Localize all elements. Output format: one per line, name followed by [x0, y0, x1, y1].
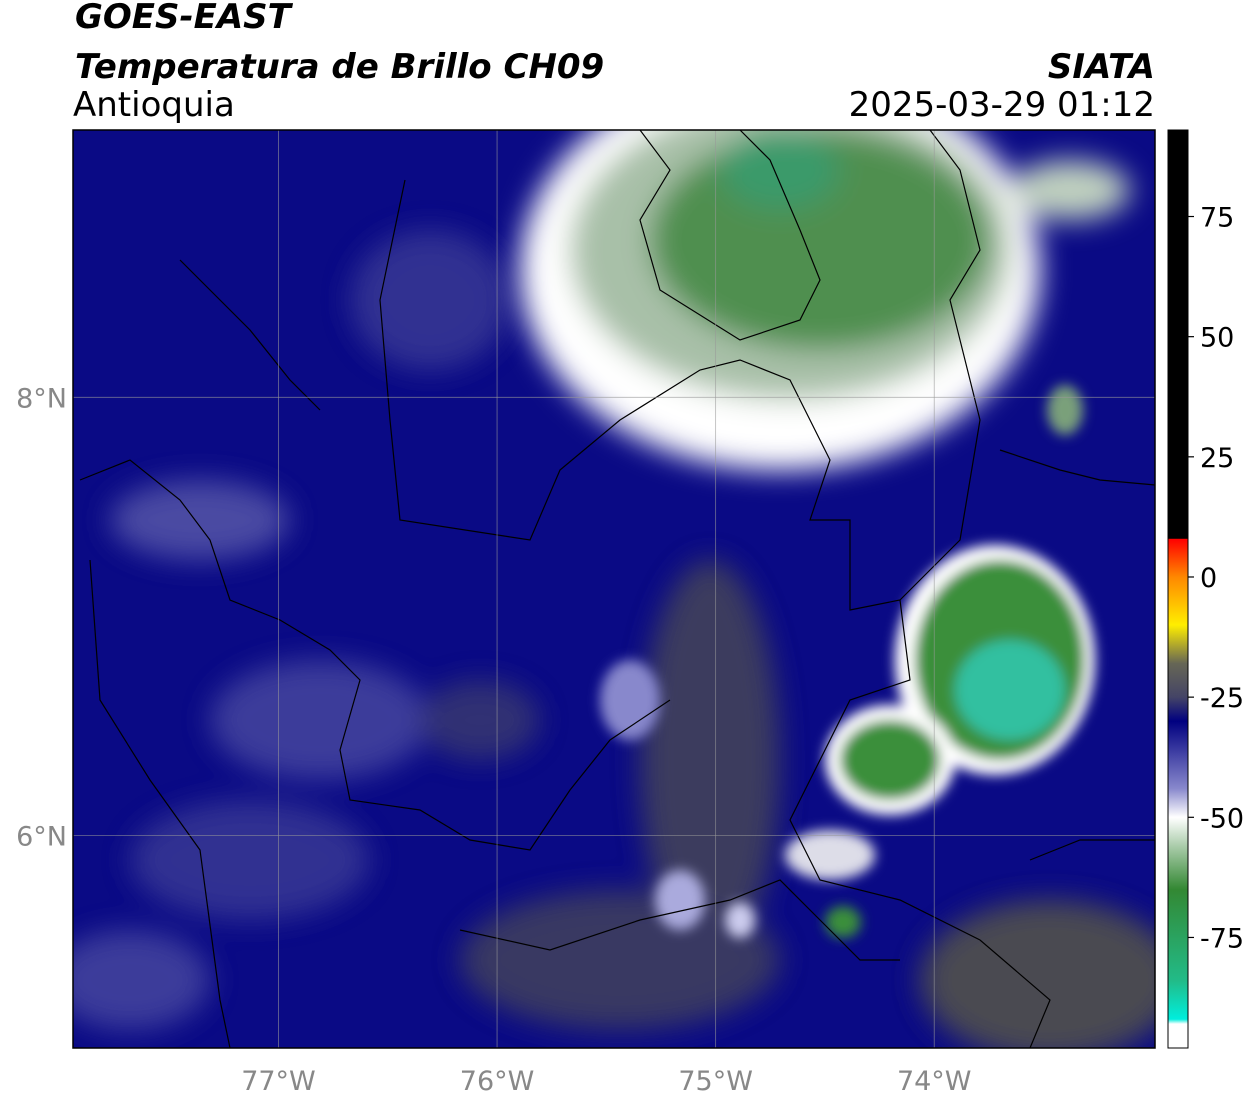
- colorbar-tick-label: 75: [1200, 203, 1234, 234]
- x-tick-label: 74°W: [897, 1066, 972, 1097]
- datetime: 2025-03-29 01:12: [849, 85, 1155, 125]
- x-tick-label: 75°W: [678, 1066, 753, 1097]
- x-tick-label: 77°W: [241, 1066, 316, 1097]
- x-tick-label: 76°W: [460, 1066, 535, 1097]
- map-image: [73, 130, 1155, 1048]
- colorbar-tick-label: -75: [1200, 923, 1244, 954]
- region: Antioquia: [73, 85, 235, 125]
- colorbar-tick-label: 50: [1200, 323, 1234, 354]
- colorbar-tick-label: -25: [1200, 683, 1244, 714]
- colorbar-tick-label: 0: [1200, 563, 1217, 594]
- colorbar-tick-label: 25: [1200, 443, 1234, 474]
- title: Temperatura de Brillo CH09: [75, 47, 604, 87]
- source: SIATA: [1048, 47, 1155, 87]
- colorbar-tick-label: -50: [1200, 803, 1244, 834]
- colorbar: [1167, 129, 1189, 1049]
- y-tick-label: 6°N: [16, 821, 67, 852]
- map-frame: [72, 129, 1156, 1049]
- y-tick-label: 8°N: [16, 383, 67, 414]
- product: GOES-EAST: [75, 0, 294, 37]
